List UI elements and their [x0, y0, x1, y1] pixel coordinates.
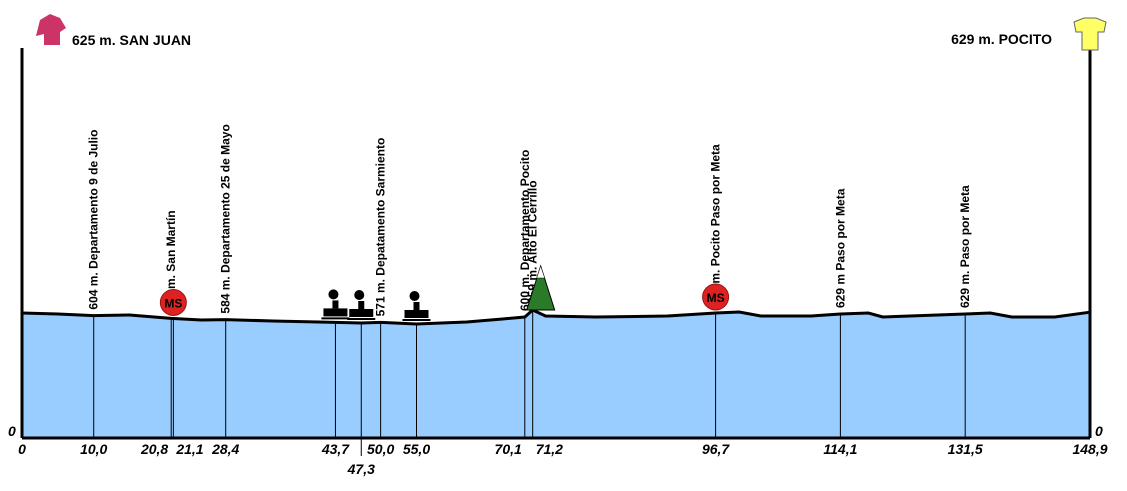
climb-icon — [526, 264, 556, 311]
sprint-label: MS — [707, 291, 725, 305]
marker-label: 580 m. San Martín — [164, 210, 178, 312]
feed-smoke — [328, 289, 339, 300]
sprint-label: MS — [164, 297, 182, 311]
feed-body — [323, 308, 348, 317]
marker-label: 604 m. Departamento 9 de Julio — [87, 130, 101, 310]
start-jersey — [36, 14, 66, 45]
feed-smoke — [409, 291, 420, 301]
x-tick-label: 20,8 — [140, 441, 168, 457]
marker-label: 600 m. Departamento Pocito — [518, 150, 532, 311]
x-tick-label: 148,9 — [1072, 441, 1107, 457]
finish-label: 629 m. POCITO — [951, 31, 1052, 47]
finish-jersey — [1073, 17, 1107, 51]
feed-icon — [402, 291, 431, 321]
sprint-badge — [159, 289, 187, 317]
sprint-badge — [702, 283, 730, 311]
feed-body — [349, 309, 374, 317]
marker-label: 629 m. Pocito Paso por Meta — [709, 144, 723, 307]
y-tick-label: 0 — [8, 423, 16, 439]
marker-label: 629 m Paso por Meta — [833, 188, 847, 308]
x-tick-label: 55,0 — [403, 441, 430, 457]
x-tick-label: 71,2 — [536, 441, 563, 457]
x-tick-label: 96,7 — [702, 441, 730, 457]
profile-area — [22, 310, 1090, 438]
feed-chimney — [358, 301, 365, 309]
x-tick-label: 28,4 — [211, 441, 239, 457]
x-tick-label: 50,0 — [367, 441, 394, 457]
x-tick-label: 47,3 — [347, 461, 375, 477]
marker-label: 571 m. Depatamento Sarmiento — [374, 138, 388, 317]
climb-snow — [536, 265, 546, 279]
x-tick-label: 114,1 — [823, 441, 857, 457]
x-tick-label: 21,1 — [175, 441, 203, 457]
marker-label: 659 m. Alto El Cerrillo — [526, 180, 540, 304]
x-tick-label: 131,5 — [948, 441, 983, 457]
marker-label: 629 m. Paso por Meta — [958, 185, 972, 308]
x-tick-label: 0 — [18, 441, 26, 457]
x-tick-label: 70,1 — [495, 441, 522, 457]
feed-chimney — [413, 302, 420, 310]
feed-icon — [347, 290, 376, 320]
start-label: 625 m. SAN JUAN — [72, 32, 191, 48]
feed-chimney — [332, 300, 339, 309]
feed-body — [404, 310, 429, 318]
x-tick-label: 10,0 — [80, 441, 107, 457]
x-tick-label: 43,7 — [321, 441, 350, 457]
feed-icon — [321, 289, 350, 320]
feed-smoke — [354, 290, 365, 300]
marker-label: 584 m. Departamento 25 de Mayo — [219, 124, 233, 313]
y-tick-label: 0 — [1095, 423, 1103, 439]
